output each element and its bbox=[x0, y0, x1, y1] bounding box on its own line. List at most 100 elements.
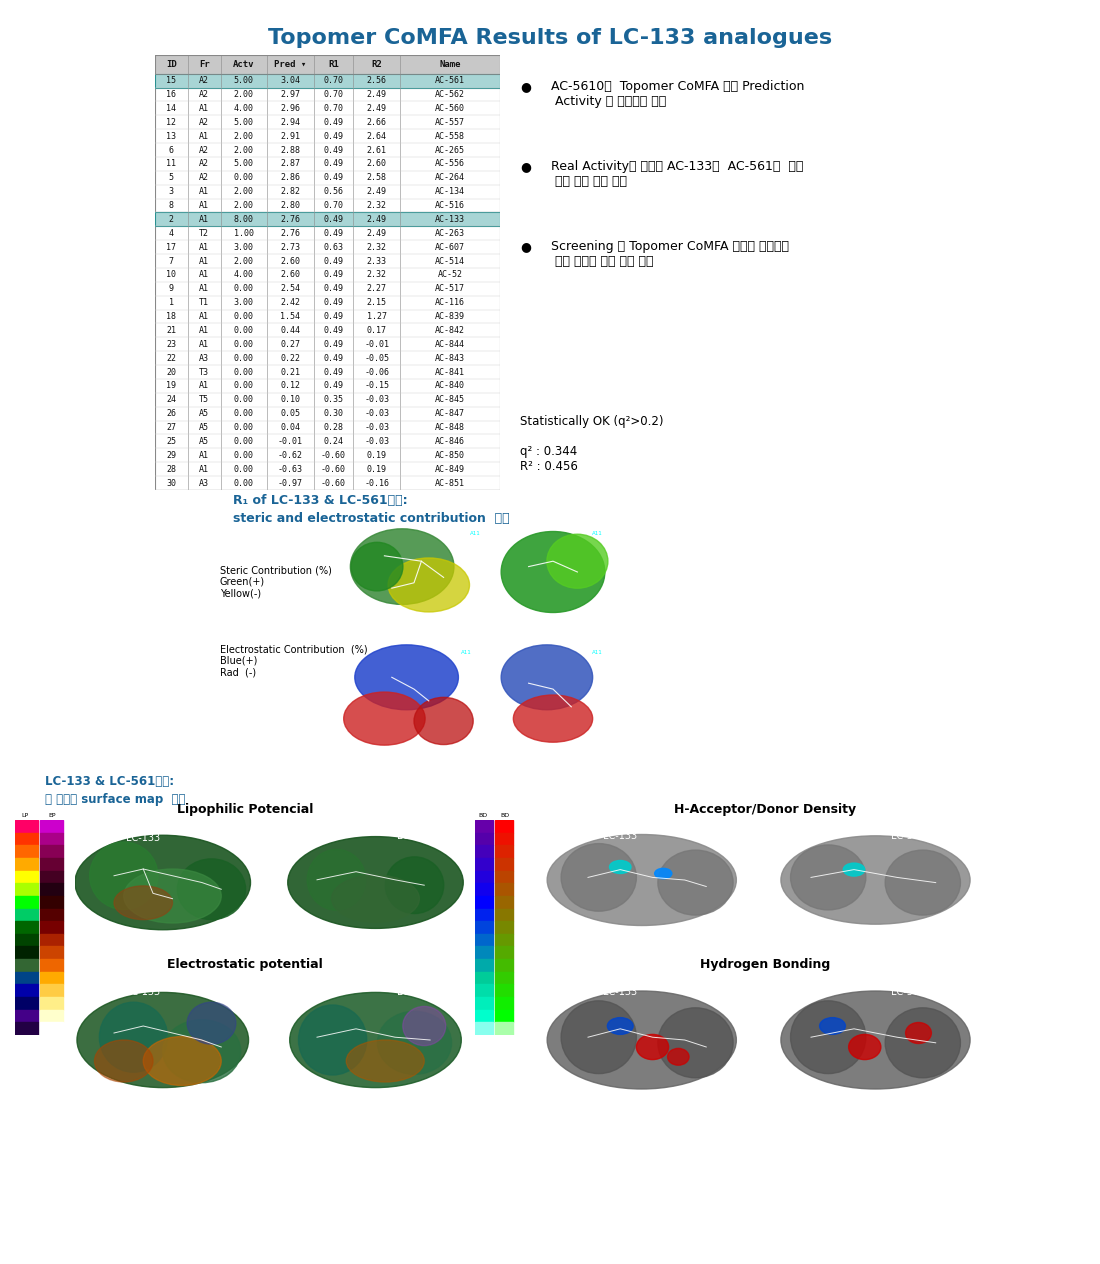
Text: LC-561: LC-561 bbox=[891, 830, 925, 841]
Text: R2: R2 bbox=[372, 59, 382, 68]
Text: Real Activity가 우수한 AC-133와  AC-561의  구조
 활성 관계 비교 수행: Real Activity가 우수한 AC-133와 AC-561의 구조 활성… bbox=[551, 161, 803, 188]
Text: -0.63: -0.63 bbox=[278, 465, 303, 474]
Text: 0.49: 0.49 bbox=[323, 159, 343, 168]
Text: -0.01: -0.01 bbox=[278, 437, 303, 446]
Text: A1: A1 bbox=[199, 382, 209, 391]
Text: A1: A1 bbox=[199, 257, 209, 265]
Text: Statistically OK (q²>0.2): Statistically OK (q²>0.2) bbox=[520, 415, 663, 428]
Text: 0.00: 0.00 bbox=[234, 173, 254, 182]
Bar bbox=[40, 985, 63, 997]
Text: A2: A2 bbox=[199, 118, 209, 126]
Text: 5.00: 5.00 bbox=[234, 118, 254, 126]
Text: 0.49: 0.49 bbox=[323, 284, 343, 293]
Text: AC-557: AC-557 bbox=[434, 118, 465, 126]
Text: A2: A2 bbox=[199, 173, 209, 182]
Text: -0.60: -0.60 bbox=[321, 451, 346, 460]
Text: R1: R1 bbox=[328, 59, 339, 68]
Bar bbox=[475, 858, 493, 871]
Bar bbox=[15, 972, 37, 985]
Bar bbox=[40, 820, 63, 833]
Ellipse shape bbox=[123, 870, 221, 923]
Text: A1: A1 bbox=[199, 312, 209, 321]
Text: steric and electrostatic contribution  비교: steric and electrostatic contribution 비교 bbox=[233, 512, 509, 525]
Text: 2.42: 2.42 bbox=[280, 298, 300, 307]
Text: 5.00: 5.00 bbox=[234, 159, 254, 168]
Text: 15: 15 bbox=[166, 76, 176, 85]
Text: A3: A3 bbox=[199, 354, 209, 363]
Ellipse shape bbox=[77, 992, 249, 1087]
Ellipse shape bbox=[848, 1034, 881, 1059]
Text: 26: 26 bbox=[166, 410, 176, 418]
Bar bbox=[495, 896, 513, 909]
Bar bbox=[475, 972, 493, 985]
Text: 0.04: 0.04 bbox=[280, 423, 300, 432]
Text: 2.94: 2.94 bbox=[280, 118, 300, 126]
Bar bbox=[495, 934, 513, 947]
Text: Topomer CoMFA Results of LC-133 analogues: Topomer CoMFA Results of LC-133 analogue… bbox=[268, 28, 832, 48]
Bar bbox=[495, 997, 513, 1010]
Text: 3.00: 3.00 bbox=[234, 298, 254, 307]
Text: 0.19: 0.19 bbox=[366, 451, 387, 460]
Bar bbox=[40, 921, 63, 934]
Text: 2.61: 2.61 bbox=[366, 145, 387, 154]
Text: q² : 0.344: q² : 0.344 bbox=[520, 445, 578, 458]
Ellipse shape bbox=[385, 857, 443, 914]
Text: 5.00: 5.00 bbox=[234, 76, 254, 85]
Text: 2: 2 bbox=[169, 215, 174, 224]
Ellipse shape bbox=[351, 542, 403, 590]
Text: -0.16: -0.16 bbox=[364, 479, 389, 488]
Ellipse shape bbox=[658, 851, 733, 915]
Text: ●: ● bbox=[520, 80, 531, 94]
Text: 0.56: 0.56 bbox=[323, 187, 343, 196]
Ellipse shape bbox=[791, 844, 866, 910]
Text: 2.00: 2.00 bbox=[234, 131, 254, 140]
Text: 1.00: 1.00 bbox=[234, 229, 254, 238]
Text: 0.00: 0.00 bbox=[234, 437, 254, 446]
Text: 16: 16 bbox=[166, 90, 176, 99]
Text: LC-133: LC-133 bbox=[126, 833, 161, 843]
Bar bbox=[495, 909, 513, 921]
Text: LC-561: LC-561 bbox=[397, 987, 431, 997]
Text: 0.49: 0.49 bbox=[323, 326, 343, 335]
Text: AC-845: AC-845 bbox=[434, 396, 465, 404]
Text: 0.70: 0.70 bbox=[323, 201, 343, 210]
Text: A1: A1 bbox=[199, 243, 209, 252]
Text: -0.62: -0.62 bbox=[278, 451, 303, 460]
Text: AC-264: AC-264 bbox=[434, 173, 465, 182]
Text: Name: Name bbox=[439, 59, 461, 68]
Text: R₁ of LC-133 & LC-561분석:: R₁ of LC-133 & LC-561분석: bbox=[233, 494, 408, 507]
Text: AC-265: AC-265 bbox=[434, 145, 465, 154]
Text: 0.24: 0.24 bbox=[323, 437, 343, 446]
Text: 8: 8 bbox=[169, 201, 174, 210]
Text: AC-607: AC-607 bbox=[434, 243, 465, 252]
Bar bbox=[15, 947, 37, 959]
Bar bbox=[475, 896, 493, 909]
Text: 2.00: 2.00 bbox=[234, 187, 254, 196]
Text: 2.00: 2.00 bbox=[234, 201, 254, 210]
Text: A11: A11 bbox=[592, 650, 603, 655]
Ellipse shape bbox=[844, 863, 865, 876]
Text: 0.12: 0.12 bbox=[280, 382, 300, 391]
Bar bbox=[475, 959, 493, 972]
Bar bbox=[155, 212, 501, 226]
Text: A1: A1 bbox=[199, 465, 209, 474]
Text: 2.49: 2.49 bbox=[366, 104, 387, 112]
Text: AC-562: AC-562 bbox=[434, 90, 465, 99]
Text: A2: A2 bbox=[199, 76, 209, 85]
Text: 0.00: 0.00 bbox=[234, 354, 254, 363]
Ellipse shape bbox=[791, 1001, 866, 1073]
Text: 3: 3 bbox=[169, 187, 174, 196]
Text: AC-517: AC-517 bbox=[434, 284, 465, 293]
Text: AC-116: AC-116 bbox=[434, 298, 465, 307]
Ellipse shape bbox=[905, 1023, 932, 1044]
Ellipse shape bbox=[514, 695, 593, 742]
Text: Electrostatic Contribution  (%)
Blue(+)
Rad  (-): Electrostatic Contribution (%) Blue(+) R… bbox=[220, 643, 367, 678]
Text: 0.00: 0.00 bbox=[234, 368, 254, 377]
Bar bbox=[495, 858, 513, 871]
Text: AC-849: AC-849 bbox=[434, 465, 465, 474]
Text: BD: BD bbox=[478, 813, 487, 818]
Text: -0.97: -0.97 bbox=[278, 479, 303, 488]
Bar bbox=[495, 972, 513, 985]
Ellipse shape bbox=[668, 1048, 689, 1066]
Text: A1: A1 bbox=[199, 451, 209, 460]
